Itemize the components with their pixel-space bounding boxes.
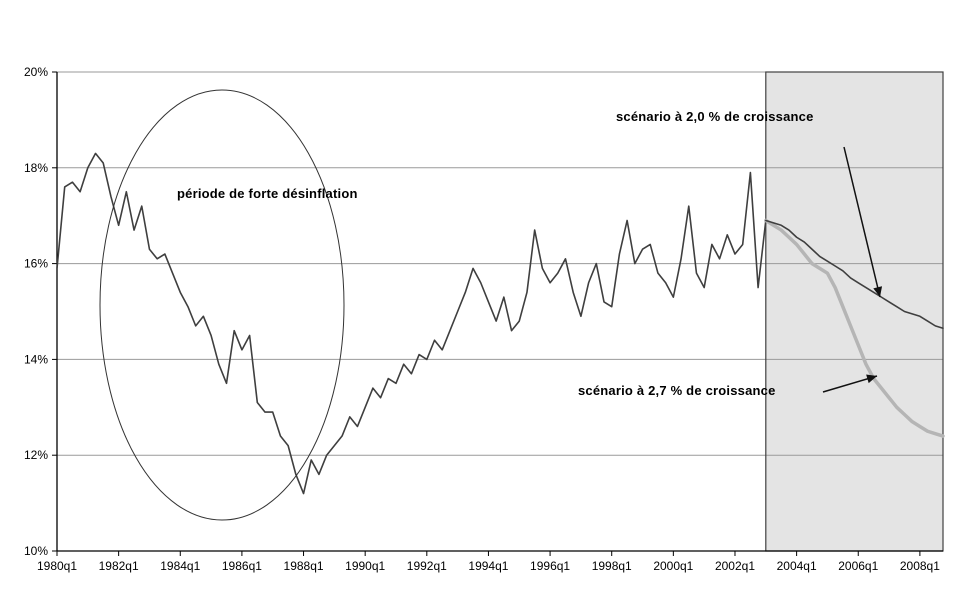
y-tick-label: 18% — [24, 161, 48, 175]
x-tick-label: 1988q1 — [284, 559, 324, 573]
x-tick-label: 2000q1 — [653, 559, 693, 573]
annotation-scenario-2-0-label: scénario à 2,0 % de croissance — [616, 109, 814, 124]
y-tick-label: 12% — [24, 448, 48, 462]
x-tick-label: 1990q1 — [345, 559, 385, 573]
series-scenario-2-0-line — [764, 219, 944, 330]
x-tick-label: 1980q1 — [37, 559, 77, 573]
x-tick-label: 1998q1 — [592, 559, 632, 573]
x-tick-label: 2008q1 — [900, 559, 940, 573]
x-tick-label: 1984q1 — [160, 559, 200, 573]
projection-band — [765, 72, 943, 551]
series-historical-line — [56, 152, 767, 495]
x-tick-label: 2002q1 — [715, 559, 755, 573]
desinflation-ellipse — [99, 89, 345, 521]
annotation-desinflation-label: période de forte désinflation — [177, 186, 358, 201]
arrow-scenario-2-7-head — [866, 374, 877, 384]
arrow-scenario-2-0-head — [873, 286, 883, 297]
y-tick-label: 20% — [24, 65, 48, 79]
x-tick-label: 1994q1 — [468, 559, 508, 573]
x-tick-label: 2006q1 — [838, 559, 878, 573]
x-tick-label: 1986q1 — [222, 559, 262, 573]
x-tick-label: 1996q1 — [530, 559, 570, 573]
series-scenario-2-7-line — [764, 218, 945, 438]
y-tick-label: 16% — [24, 257, 48, 271]
annotation-scenario-2-7-label: scénario à 2,7 % de croissance — [578, 383, 776, 398]
y-tick-label: 14% — [24, 352, 48, 366]
arrow-scenario-2-0-line — [843, 146, 881, 298]
x-tick-label: 1982q1 — [99, 559, 139, 573]
y-tick-label: 10% — [24, 544, 48, 558]
x-tick-label: 1992q1 — [407, 559, 447, 573]
x-tick-label: 2004q1 — [777, 559, 817, 573]
